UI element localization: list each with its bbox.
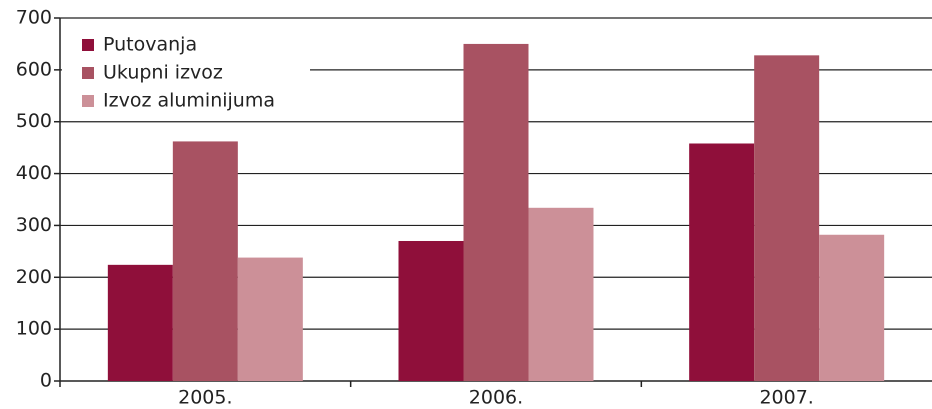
bar: [819, 234, 885, 381]
bar: [463, 43, 529, 382]
bar: [237, 257, 303, 381]
y-tick-label: 400: [16, 162, 52, 184]
legend: Putovanja Ukupni izvoz Izvoz aluminijuma: [62, 30, 310, 116]
legend-label: Putovanja: [103, 34, 197, 56]
legend-swatch: [82, 67, 94, 79]
bar: [689, 143, 755, 381]
bar: [754, 55, 820, 381]
x-tick-label: 2005.: [178, 387, 232, 409]
y-tick-label: 600: [16, 58, 52, 80]
bar: [107, 264, 173, 381]
legend-background: [62, 30, 310, 116]
legend-label: Ukupni izvoz: [103, 62, 223, 84]
bar: [398, 240, 464, 381]
y-tick-label: 300: [16, 214, 52, 236]
legend-label: Izvoz aluminijuma: [103, 90, 275, 112]
bar: [172, 141, 238, 381]
y-tick-label: 500: [16, 110, 52, 132]
bar: [528, 207, 594, 381]
y-tick-label: 200: [16, 266, 52, 288]
legend-swatch: [82, 39, 94, 51]
y-tick-label: 100: [16, 318, 52, 340]
x-tick-label: 2007.: [759, 387, 813, 409]
legend-swatch: [82, 95, 94, 107]
x-tick-label: 2006.: [469, 387, 523, 409]
y-tick-label: 700: [16, 7, 52, 29]
y-tick-label: 0: [40, 370, 52, 392]
